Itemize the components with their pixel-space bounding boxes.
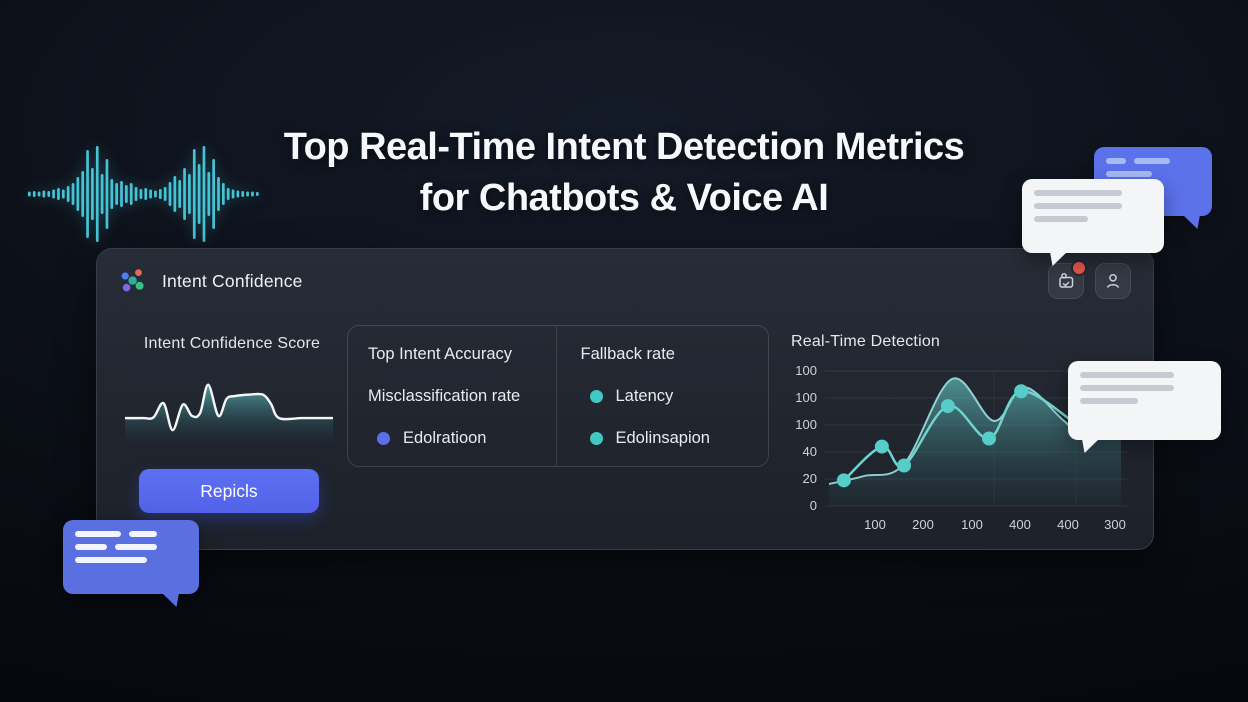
chat-bubble-blue-bottom — [63, 520, 199, 607]
page-title-line1: Top Real-Time Intent Detection Metrics — [283, 126, 965, 168]
metric-misclassification-rate: Misclassification rate — [368, 383, 556, 409]
page-title: Top Real-Time Intent Detection Metrics f… — [0, 122, 1248, 224]
skeleton-line — [1106, 158, 1126, 164]
skeleton-line — [75, 531, 121, 537]
intent-confidence-card: Intent Confidence Intent Confidence Scor… — [96, 248, 1154, 550]
chat-bubble-white-top — [1022, 179, 1164, 266]
teal-dot-icon — [589, 389, 603, 403]
sparkline-area — [125, 384, 333, 449]
metric-label: Edolratioon — [403, 428, 487, 447]
metric-edolinsapion: Edolinsapion — [581, 425, 769, 451]
chart-title: Real-Time Detection — [791, 333, 941, 350]
page-title-line2: for Chatbots & Voice AI — [419, 176, 829, 219]
metrics-box: Top Intent Accuracy Misclassification ra… — [347, 325, 769, 467]
metric-fallback-rate: Fallback rate — [581, 341, 769, 367]
bubble-tail — [162, 593, 179, 607]
user-button[interactable] — [1095, 263, 1131, 299]
y-tick: 100 — [795, 417, 817, 432]
audio-waveform — [28, 146, 259, 242]
confidence-sparkline — [125, 383, 333, 449]
skeleton-line — [1080, 385, 1174, 391]
metric-top-intent-accuracy: Top Intent Accuracy — [368, 341, 556, 367]
skeleton-line — [1034, 203, 1122, 209]
inbox-notification-icon — [1059, 272, 1074, 288]
skeleton-line — [1034, 190, 1122, 196]
x-tick: 400 — [1009, 517, 1031, 532]
skeleton-line — [1034, 216, 1088, 222]
chart-x-axis-labels: 100 200 100 400 400 300 — [864, 517, 1126, 532]
skeleton-line — [1134, 158, 1170, 164]
skeleton-line — [1080, 398, 1138, 404]
audio-waveform-bars — [28, 146, 259, 242]
sparkline-line — [125, 383, 333, 432]
metric-label: Top Intent Accuracy — [368, 344, 512, 363]
metric-edolratioon: Edolratioon — [368, 425, 556, 451]
chat-bubble-white-chart — [1068, 361, 1221, 453]
skeleton-line — [75, 544, 107, 550]
metrics-column-1: Top Intent Accuracy Misclassification ra… — [348, 326, 556, 466]
card-title: Intent Confidence — [162, 270, 303, 291]
x-tick: 400 — [1057, 517, 1079, 532]
y-tick: 40 — [803, 444, 817, 459]
skeleton-line — [75, 557, 147, 563]
x-tick: 100 — [864, 517, 886, 532]
metrics-column-2: Fallback rate Latency Edolinsapion — [555, 326, 769, 466]
y-tick: 0 — [810, 498, 817, 513]
notification-button[interactable] — [1048, 260, 1087, 299]
metric-label: Fallback rate — [580, 344, 675, 363]
skeleton-line — [1106, 171, 1152, 177]
user-icon — [1106, 273, 1120, 288]
notification-badge — [1071, 260, 1087, 276]
chart-area-fill — [829, 378, 1121, 506]
y-tick: 100 — [795, 363, 817, 378]
metric-label: Edolinsapion — [615, 428, 711, 447]
x-tick: 300 — [1104, 517, 1126, 532]
blue-dot-icon — [377, 431, 390, 445]
score-panel-title: Intent Confidence Score — [143, 335, 321, 352]
metric-label: Misclassification rate — [368, 386, 521, 405]
skeleton-line — [1080, 372, 1174, 378]
y-tick: 100 — [795, 390, 817, 405]
card-header: Intent Confidence — [97, 249, 1153, 313]
y-tick: 20 — [803, 471, 817, 486]
x-tick: 100 — [961, 517, 983, 532]
skeleton-line — [115, 544, 157, 550]
skeleton-line — [129, 531, 157, 537]
metric-latency: Latency — [581, 383, 769, 409]
intent-logo-icon — [121, 269, 144, 292]
x-tick: 200 — [912, 517, 934, 532]
replay-button[interactable]: Repicls — [139, 469, 319, 513]
teal-dot-icon — [589, 431, 603, 445]
metric-label: Latency — [615, 386, 674, 405]
chart-y-axis-labels: 100 100 100 40 20 0 — [795, 363, 817, 513]
